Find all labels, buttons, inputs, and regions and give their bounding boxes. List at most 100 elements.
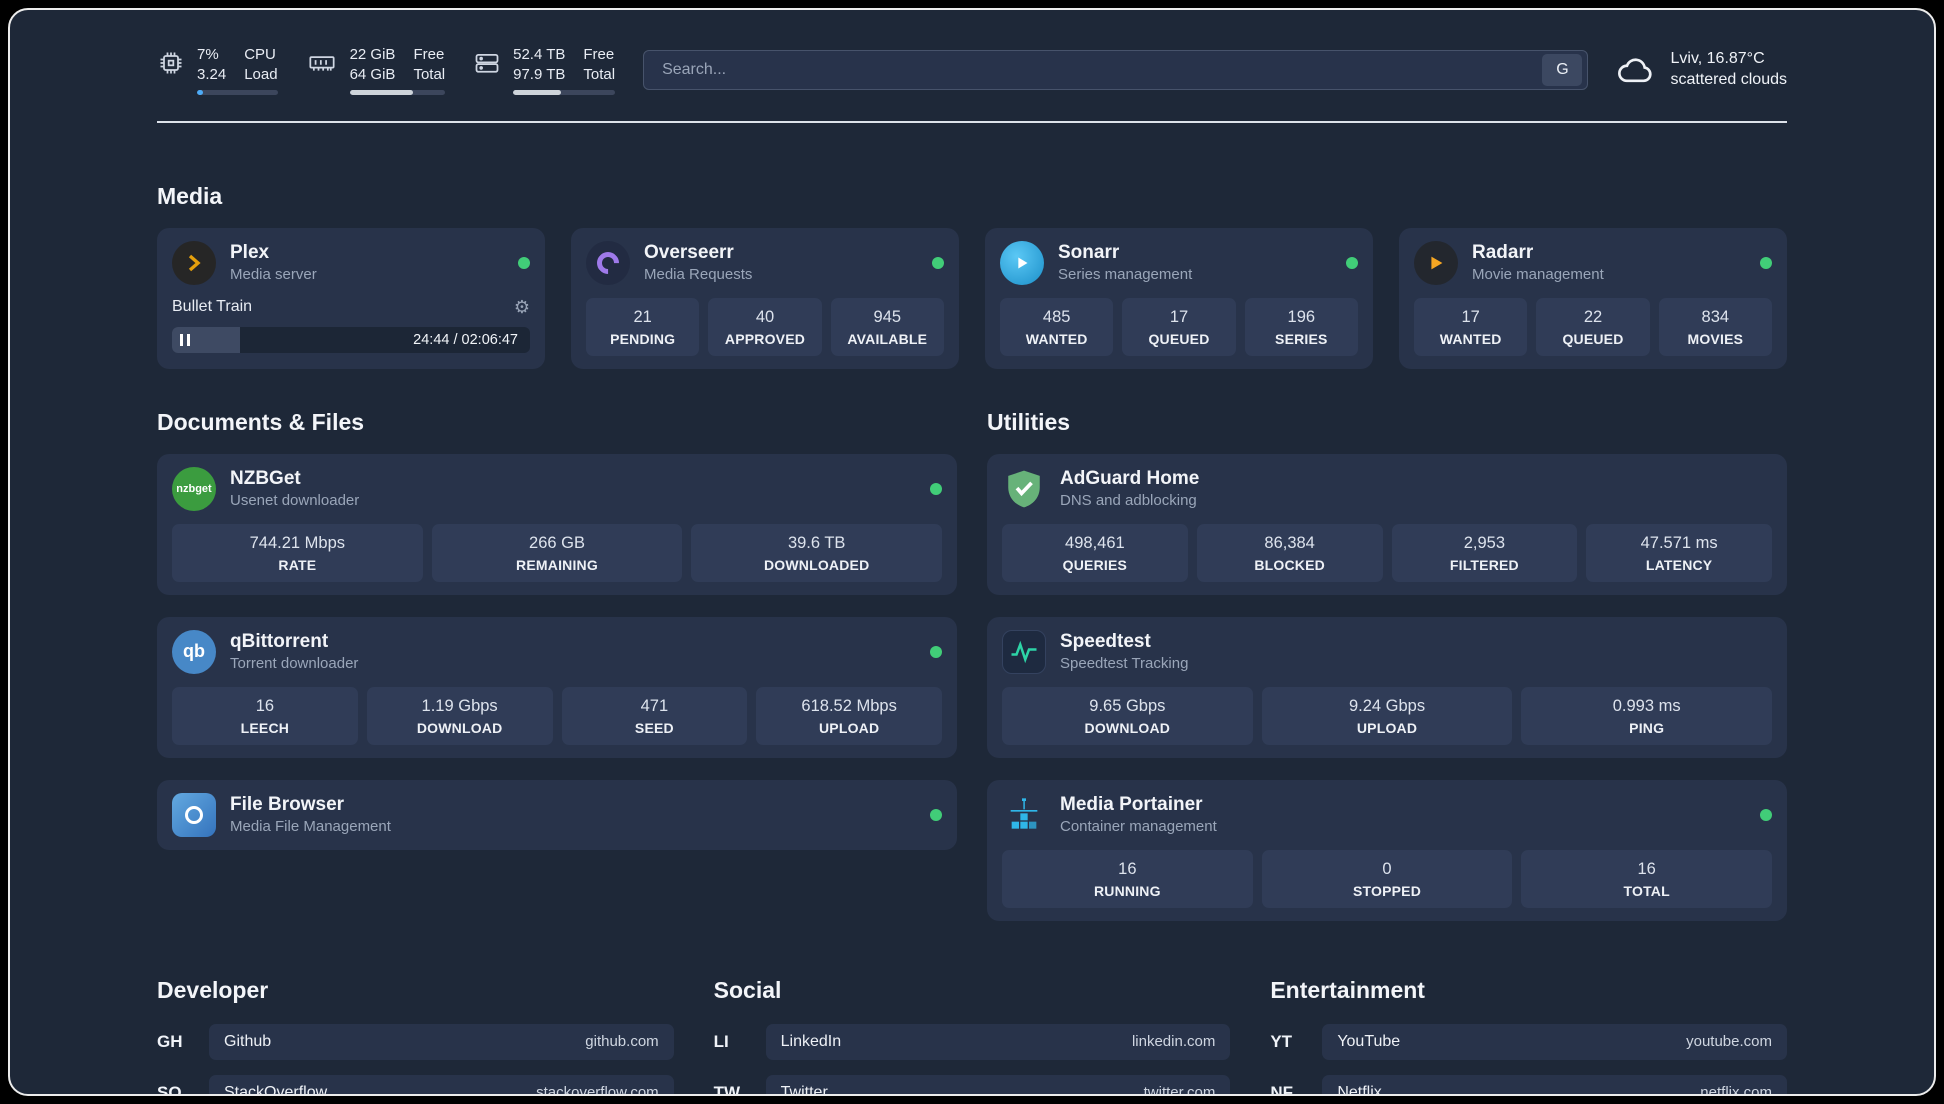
portainer-icon	[1002, 793, 1046, 837]
stat-tile: 498,461 QUERIES	[1002, 523, 1188, 582]
bookmark-item: SO StackOverflow stackoverflow.com	[157, 1074, 674, 1096]
app-subtitle: Media Requests	[644, 266, 753, 283]
pause-icon[interactable]	[180, 333, 190, 346]
bookmarks-social: Social LI LinkedIn linkedin.com TW Twitt…	[713, 976, 1231, 1096]
stat-tile: 16 TOTAL	[1521, 849, 1773, 908]
memory-values: 22 GiB 64 GiB	[349, 46, 396, 84]
player-progress-fill	[172, 326, 241, 353]
stat-tile: 47.571 ms LATENCY	[1586, 523, 1772, 582]
documents-section-title: Documents & Files	[157, 408, 365, 435]
hard-drive-icon	[475, 53, 499, 73]
adguard-card[interactable]: AdGuard Home DNS and adblocking 498,461 …	[987, 453, 1787, 595]
cpu-stat: 7% 3.24 CPU Load	[157, 46, 278, 95]
app-title: Plex	[230, 242, 270, 263]
app-subtitle: Container management	[1060, 818, 1217, 835]
bookmark-link-stackoverflow[interactable]: StackOverflow stackoverflow.com	[209, 1074, 674, 1094]
stat-tile: 9.65 Gbps DOWNLOAD	[1002, 686, 1253, 745]
sonarr-card[interactable]: Sonarr Series management 485 WANTED 17 Q…	[985, 227, 1373, 369]
qbittorrent-card[interactable]: qb qBittorrent Torrent downloader 16 LEE…	[157, 616, 957, 758]
stat-tile: 471 SEED	[561, 686, 748, 745]
developer-section-title: Developer	[157, 976, 269, 1003]
status-dot	[930, 808, 942, 821]
stat-tile: 1.19 Gbps DOWNLOAD	[366, 686, 553, 745]
social-section-title: Social	[713, 976, 782, 1003]
settings-gear-icon[interactable]: ⚙	[513, 296, 530, 317]
speedtest-card[interactable]: Speedtest Speedtest Tracking 9.65 Gbps D…	[987, 616, 1787, 758]
bookmark-link-netflix[interactable]: Netflix netflix.com	[1322, 1074, 1787, 1094]
search-input[interactable]	[660, 60, 1543, 81]
bookmarks-entertainment: Entertainment YT YouTube youtube.com NF …	[1270, 976, 1787, 1096]
app-title: Media Portainer	[1060, 794, 1203, 815]
stat-tile: 9.24 Gbps UPLOAD	[1261, 686, 1513, 745]
bookmark-abbr: GH	[157, 1031, 183, 1051]
overseerr-card[interactable]: Overseerr Media Requests 21 PENDING 40 A…	[571, 227, 959, 369]
now-playing-title: Bullet Train	[172, 298, 253, 315]
stat-tile: 744.21 Mbps RATE	[172, 523, 423, 582]
header-divider	[157, 120, 1787, 123]
plex-player-bar[interactable]: 24:44 / 02:06:47	[172, 326, 530, 353]
cpu-labels: CPU Load	[244, 46, 278, 84]
memory-progress-bar	[349, 89, 446, 95]
bookmark-link-github[interactable]: Github github.com	[209, 1023, 674, 1060]
media-section-title: Media	[157, 182, 223, 209]
speedtest-icon	[1002, 629, 1046, 674]
ram-icon	[309, 56, 335, 71]
bookmark-abbr: YT	[1270, 1031, 1293, 1051]
bookmark-abbr: SO	[157, 1082, 182, 1096]
dashboard-frame: 7% 3.24 CPU Load	[8, 8, 1936, 1096]
entertainment-section-title: Entertainment	[1270, 976, 1425, 1003]
documents-column: Documents & Files nzbget NZBGet Usenet d…	[157, 409, 957, 921]
search-engine-button[interactable]: G	[1542, 54, 1583, 87]
app-title: Radarr	[1472, 242, 1534, 263]
stat-tile: 39.6 TB DOWNLOADED	[691, 523, 943, 582]
memory-stat: 22 GiB 64 GiB Free Total	[306, 46, 446, 95]
bookmarks-grid: Developer GH Github github.com SO StackO…	[157, 976, 1787, 1096]
app-subtitle: Torrent downloader	[230, 655, 359, 672]
portainer-card[interactable]: Media Portainer Container management 16 …	[987, 779, 1787, 921]
stat-tile: 17 QUEUED	[1122, 297, 1236, 356]
nzbget-card[interactable]: nzbget NZBGet Usenet downloader 744.21 M…	[157, 453, 957, 595]
stat-tile: 16 RUNNING	[1002, 849, 1253, 908]
disk-labels: Free Total	[583, 46, 616, 84]
app-subtitle: Media server	[230, 266, 317, 283]
media-grid: Plex Media server Bullet Train ⚙ 24:44 /…	[157, 227, 1787, 369]
bookmark-abbr: TW	[713, 1082, 741, 1096]
status-dot	[1760, 256, 1772, 269]
weather-location: Lviv, 16.87°C	[1670, 50, 1765, 68]
utilities-section-title: Utilities	[987, 408, 1071, 435]
utilities-column: Utilities AdGuard Home	[987, 409, 1787, 921]
app-subtitle: DNS and adblocking	[1060, 492, 1197, 509]
radarr-card[interactable]: Radarr Movie management 17 WANTED 22 QUE…	[1399, 227, 1787, 369]
bookmark-item: YT YouTube youtube.com	[1270, 1023, 1787, 1060]
app-subtitle: Movie management	[1472, 266, 1604, 283]
dashboard-content: 7% 3.24 CPU Load	[157, 10, 1787, 1096]
stat-tile: 21 PENDING	[586, 297, 700, 356]
status-dot	[932, 256, 944, 269]
app-subtitle: Media File Management	[230, 818, 391, 835]
stat-tile: 17 WANTED	[1414, 297, 1528, 356]
qbittorrent-icon: qb	[172, 629, 216, 674]
bookmark-link-twitter[interactable]: Twitter twitter.com	[765, 1074, 1231, 1094]
stat-tile: 40 APPROVED	[708, 297, 822, 356]
bookmark-item: NF Netflix netflix.com	[1270, 1074, 1787, 1096]
bookmark-abbr: LI	[713, 1031, 729, 1051]
stat-tile: 618.52 Mbps UPLOAD	[756, 686, 942, 745]
plex-card[interactable]: Plex Media server Bullet Train ⚙ 24:44 /…	[157, 227, 545, 369]
bookmark-item: TW Twitter twitter.com	[713, 1074, 1231, 1096]
top-bar: 7% 3.24 CPU Load	[157, 10, 1787, 95]
cloud-icon	[1618, 58, 1653, 83]
bookmark-link-youtube[interactable]: YouTube youtube.com	[1322, 1023, 1787, 1060]
stat-tile: 22 QUEUED	[1536, 297, 1650, 356]
bookmark-abbr: NF	[1270, 1082, 1293, 1096]
cpu-values: 7% 3.24	[197, 46, 227, 84]
stat-tile: 266 GB REMAINING	[431, 523, 683, 582]
stat-tile: 0.993 ms PING	[1521, 686, 1773, 745]
cpu-progress-bar	[197, 89, 278, 95]
bookmark-link-linkedin[interactable]: LinkedIn linkedin.com	[765, 1023, 1231, 1060]
status-dot	[930, 645, 942, 658]
status-dot	[1760, 808, 1772, 821]
bookmark-item: GH Github github.com	[157, 1023, 674, 1060]
overseerr-icon	[586, 240, 630, 285]
disk-stat: 52.4 TB 97.9 TB Free Total	[473, 46, 616, 95]
filebrowser-card[interactable]: File Browser Media File Management	[157, 779, 957, 850]
